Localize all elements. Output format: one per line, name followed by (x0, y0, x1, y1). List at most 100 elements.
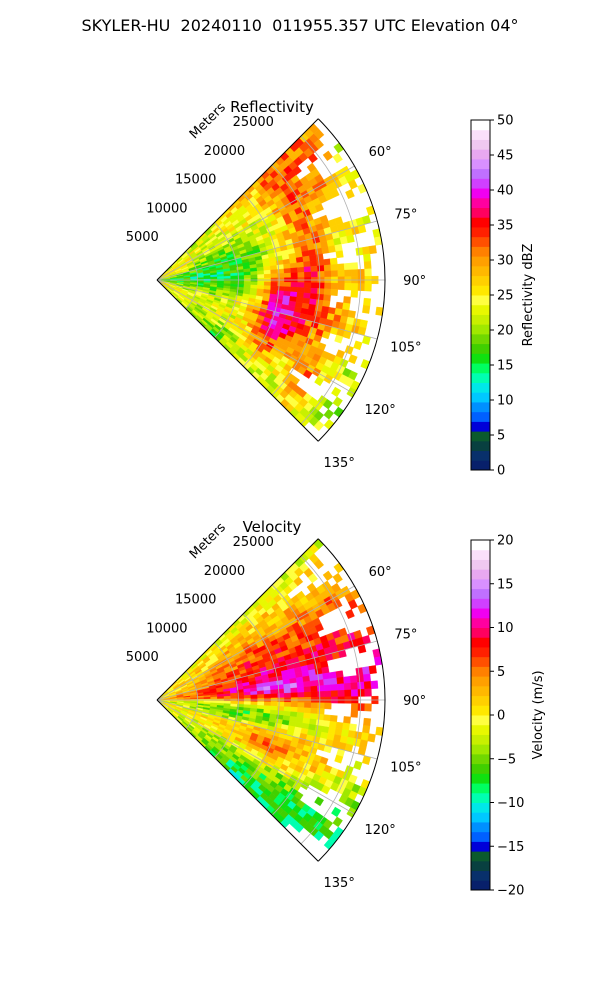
data-cell (277, 281, 285, 287)
data-cell (302, 255, 311, 263)
data-cell (210, 276, 218, 280)
colorbar-swatch (471, 431, 490, 442)
data-cell (342, 302, 351, 311)
data-cell (344, 269, 352, 277)
radial-tick-label: 25000 (233, 115, 274, 130)
reflectivity-title: Reflectivity (230, 98, 314, 116)
data-cell (263, 269, 272, 275)
data-cell (321, 246, 330, 254)
reflectivity-colorbar: 0 5 10 15 20 25 30 35 40 45 50 (470, 114, 514, 479)
colorbar-swatch (471, 421, 490, 432)
data-cell (353, 340, 363, 351)
colorbar-swatch (471, 246, 490, 257)
data-cell (330, 288, 339, 296)
colorbar-swatch (471, 363, 490, 374)
colorbar-swatch (471, 149, 490, 160)
colorbar-swatch (471, 197, 490, 208)
data-cell (304, 282, 312, 289)
data-cell (277, 268, 285, 274)
radial-axis-label: Meters (187, 100, 229, 142)
data-cell (333, 142, 345, 154)
data-cell (284, 272, 292, 278)
data-cell (368, 245, 377, 255)
data-cell (323, 408, 335, 420)
angle-tick-label: 90° (403, 274, 426, 289)
data-cell (297, 282, 305, 288)
data-cell (333, 406, 345, 418)
radial-tick-label: 10000 (146, 201, 187, 216)
colorbar-swatch (471, 295, 490, 306)
data-cell (257, 274, 265, 279)
data-cell (337, 263, 345, 271)
data-cell (289, 262, 298, 269)
colorbar-swatch (471, 129, 490, 140)
data-cell (316, 293, 325, 301)
colorbar-swatch (471, 314, 490, 325)
data-cell (345, 189, 355, 200)
data-cells (156, 123, 384, 432)
radial-tick-label: 15000 (175, 173, 216, 188)
data-cell (332, 396, 343, 408)
data-cell (269, 265, 278, 271)
colorbar-swatch (471, 372, 490, 383)
colorbar-swatch (471, 217, 490, 228)
data-cell (290, 282, 299, 288)
data-cell (315, 253, 324, 261)
angle-tick-label: 75° (394, 207, 417, 222)
data-cell (310, 271, 319, 278)
data-cell (250, 281, 258, 286)
data-cell (331, 386, 342, 398)
reflectivity-colorbar-label: Reflectivity dBZ (521, 244, 536, 347)
data-cell (357, 268, 366, 277)
data-cell (316, 259, 325, 267)
colorbar-swatch (471, 120, 490, 131)
reflectivity-sector: 60° 75° 90° 105° 120° 135° 5000 10000 15000 20000… (126, 100, 426, 471)
data-cell (309, 293, 318, 300)
data-cell (363, 253, 371, 263)
data-cell (217, 276, 225, 280)
colorbar-swatch (471, 275, 490, 286)
colorbar-swatch (471, 304, 490, 315)
colorbar-swatch (471, 178, 490, 189)
data-cell (343, 296, 351, 304)
colorbar-tick-label: 30 (497, 254, 514, 269)
data-cell (283, 268, 292, 274)
data-cell (270, 273, 278, 279)
colorbar-swatch (471, 207, 490, 218)
data-cell (330, 270, 339, 278)
data-cell (332, 152, 343, 164)
data-cell (277, 273, 285, 279)
data-cell (335, 301, 344, 310)
data-cell (250, 271, 258, 276)
data-cell (310, 282, 319, 289)
data-cell (317, 271, 325, 278)
data-cell (290, 267, 298, 274)
data-cell (350, 289, 359, 298)
data-cell (303, 260, 311, 268)
data-cell (230, 275, 238, 279)
colorbar-swatch (471, 440, 490, 452)
colorbar-swatch (471, 265, 490, 277)
data-cell (330, 264, 339, 272)
data-cell (337, 269, 345, 278)
data-cell (295, 256, 304, 264)
data-cell (317, 265, 325, 272)
colorbar-tick-label: 50 (497, 114, 514, 129)
colorbar-swatch (471, 236, 490, 247)
data-cell (263, 281, 272, 287)
data-cell (283, 286, 292, 292)
data-cell (313, 128, 325, 140)
data-cell (348, 354, 358, 365)
data-cell (334, 243, 343, 252)
colorbar-swatch (471, 353, 490, 364)
angle-tick-label: 120° (364, 403, 395, 418)
data-cell (350, 269, 359, 277)
data-cell (335, 250, 344, 259)
data-cell (313, 138, 325, 150)
data-cell (350, 262, 359, 271)
data-cell (263, 273, 272, 279)
data-cell (323, 258, 331, 266)
radial-tick-label: 5000 (126, 230, 159, 245)
data-cell (296, 261, 305, 268)
